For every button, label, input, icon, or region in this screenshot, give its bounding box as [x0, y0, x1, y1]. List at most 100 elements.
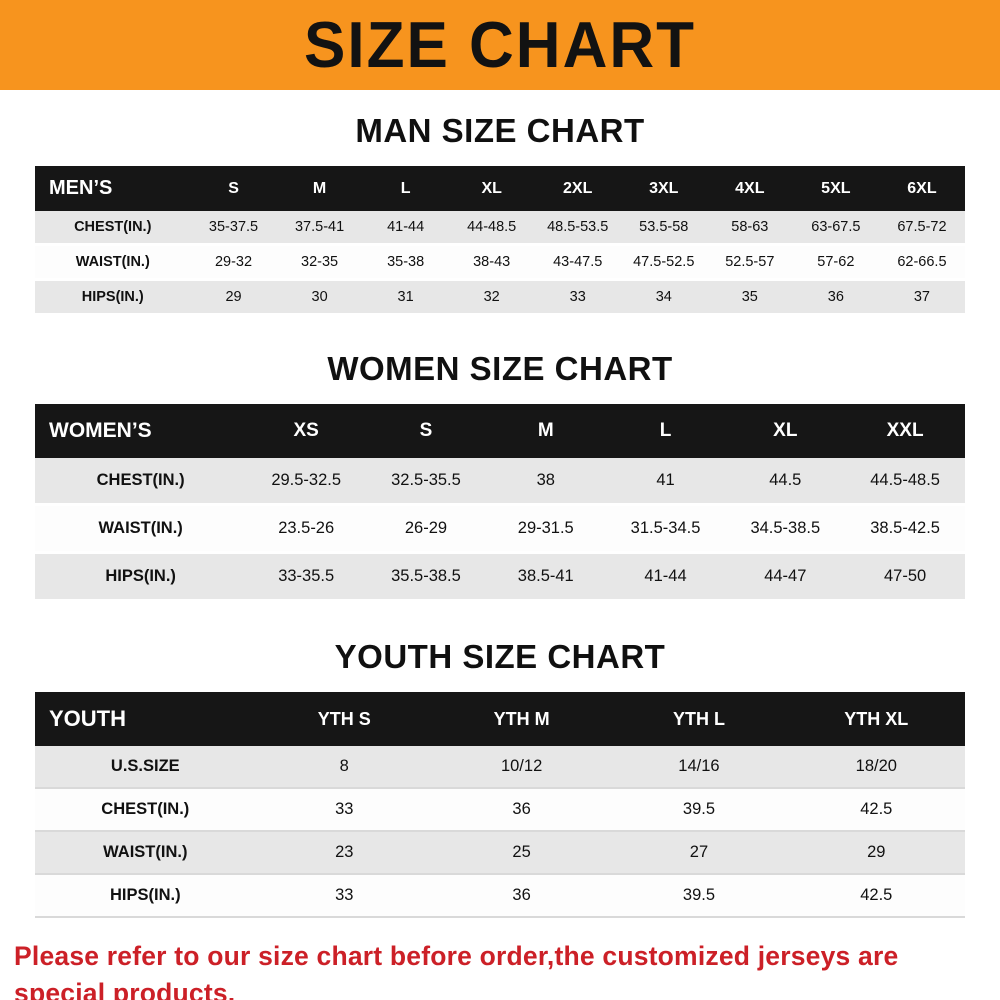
size-value-cell: 18/20: [855, 757, 897, 775]
row-label-cell: CHEST(IN.): [101, 800, 190, 818]
row-label-cell: CHEST(IN.): [74, 219, 152, 235]
men-section-heading: MAN SIZE CHART: [355, 112, 645, 149]
table-header-row: WOMEN’S XS S M L XL XXL: [35, 404, 965, 458]
size-value-cell: 38.5-41: [517, 567, 574, 585]
size-value-cell: 41: [656, 471, 675, 489]
size-value-cell: 32: [483, 289, 500, 305]
table-row: CHEST(IN.) 29.5-32.5 32.5-35.5 38 41 44.5 44.5…: [35, 458, 965, 505]
row-label-cell: HIPS(IN.): [81, 289, 144, 305]
table-header-row: YOUTH YTH S YTH M YTH L YTH XL: [35, 692, 965, 746]
table-row: WAIST(IN.) 23.5-26 26-29 29-31.5 31.5-34.5 34…: [35, 504, 965, 553]
size-column-header: XL: [725, 404, 846, 458]
size-value-cell: 25: [512, 843, 531, 861]
row-label-cell: WAIST(IN.): [98, 519, 183, 537]
table-title-cell: MEN’S: [35, 166, 191, 211]
youth-size-table: YOUTH YTH S YTH M YTH L YTH XL U.S.SIZE 8 10/12…: [35, 692, 965, 918]
size-value-cell: 44-47: [764, 567, 807, 585]
size-value-cell: 44.5-48.5: [870, 471, 940, 489]
table-row: HIPS(IN.) 33-35.5 35.5-38.5 38.5-41 41-44 44-…: [35, 552, 965, 601]
size-value-cell: 47.5-52.5: [633, 254, 695, 270]
size-value-cell: 33: [335, 886, 354, 904]
size-value-cell: 63-67.5: [811, 219, 861, 235]
size-value-cell: 43-47.5: [553, 254, 603, 270]
row-label-cell: U.S.SIZE: [110, 757, 180, 775]
size-value-cell: 29-31.5: [517, 519, 574, 537]
size-column-header: XXL: [845, 404, 965, 458]
row-label-cell: WAIST(IN.): [103, 843, 188, 861]
men-size-section: MAN SIZE CHART MEN’S S M L XL 2XL 3XL 4XL 5XL 6XL…: [0, 112, 1000, 316]
size-value-cell: 67.5-72: [897, 219, 947, 235]
size-value-cell: 44-48.5: [467, 219, 517, 235]
size-value-cell: 33: [335, 800, 354, 818]
size-column-header: XL: [448, 166, 535, 211]
table-title-cell: YOUTH: [35, 692, 256, 746]
size-value-cell: 29.5-32.5: [271, 471, 342, 489]
mens-size-table: MEN’S S M L XL 2XL 3XL 4XL 5XL 6XL CHEST(IN.) 35-37…: [35, 166, 965, 316]
size-value-cell: 48.5-53.5: [547, 219, 609, 235]
size-value-cell: 10/12: [500, 757, 543, 775]
size-column-header: M: [485, 404, 606, 458]
size-column-header: L: [605, 404, 726, 458]
size-value-cell: 36: [512, 886, 531, 904]
size-column-header: 3XL: [620, 166, 707, 211]
size-column-header: YTH XL: [787, 692, 965, 746]
size-value-cell: 29-32: [214, 254, 253, 270]
size-value-cell: 57-62: [817, 254, 855, 270]
size-value-cell: 53.5-58: [639, 219, 689, 235]
size-value-cell: 34.5-38.5: [750, 519, 821, 537]
row-label-cell: HIPS(IN.): [105, 567, 176, 585]
table-header-row: MEN’S S M L XL 2XL 3XL 4XL 5XL 6XL: [35, 166, 965, 211]
size-value-cell: 29: [225, 289, 242, 305]
size-value-cell: 41-44: [644, 567, 687, 585]
size-column-header: 4XL: [706, 166, 793, 211]
women-section-heading: WOMEN SIZE CHART: [327, 350, 673, 387]
table-row: CHEST(IN.) 33 36 39.5 42.5: [35, 788, 965, 831]
order-policy-note: Please refer to our size chart before or…: [14, 938, 986, 1000]
size-value-cell: 34: [655, 289, 672, 305]
size-value-cell: 47-50: [884, 567, 927, 585]
size-value-cell: 58-63: [731, 219, 769, 235]
size-value-cell: 39.5: [682, 886, 716, 904]
size-value-cell: 38-43: [473, 254, 511, 270]
women-size-section: WOMEN SIZE CHART WOMEN’S XS S M L XL XXL CHEST(…: [0, 350, 1000, 602]
size-value-cell: 29: [867, 843, 886, 861]
size-column-header: S: [366, 404, 486, 458]
youth-size-section: YOUTH SIZE CHART YOUTH YTH S YTH M YTH L YTH…: [0, 638, 1000, 918]
size-value-cell: 31: [397, 289, 414, 305]
size-value-cell: 32-35: [301, 254, 339, 270]
size-value-cell: 35.5-38.5: [391, 567, 461, 585]
size-value-cell: 62-66.5: [897, 254, 947, 270]
size-value-cell: 41-44: [387, 219, 425, 235]
table-row: WAIST(IN.) 29-32 32-35 35-38 38-43 43-47.5 47.…: [35, 244, 965, 280]
size-column-header: S: [190, 166, 277, 211]
size-column-header: 6XL: [878, 166, 965, 211]
page-title: SIZE CHART: [304, 8, 696, 82]
size-value-cell: 36: [827, 289, 844, 305]
size-value-cell: 33: [569, 289, 586, 305]
size-value-cell: 39.5: [682, 800, 716, 818]
table-row: HIPS(IN.) 33 36 39.5 42.5: [35, 874, 965, 917]
size-value-cell: 32.5-35.5: [391, 471, 461, 489]
size-column-header: YTH S: [255, 692, 433, 746]
order-policy-note-line1: Please refer to our size chart before or…: [14, 941, 899, 1000]
size-value-cell: 42.5: [860, 800, 893, 818]
size-value-cell: 14/16: [678, 757, 720, 775]
table-title-cell: WOMEN’S: [35, 404, 247, 458]
table-row: WAIST(IN.) 23 25 27 29: [35, 831, 965, 874]
size-column-header: XS: [246, 404, 367, 458]
size-value-cell: 36: [512, 800, 531, 818]
size-value-cell: 38: [536, 471, 555, 489]
table-row: U.S.SIZE 8 10/12 14/16 18/20: [35, 746, 965, 788]
size-value-cell: 31.5-34.5: [630, 519, 701, 537]
table-row: CHEST(IN.) 35-37.5 37.5-41 41-44 44-48.5 48.5…: [35, 211, 965, 245]
size-value-cell: 52.5-57: [725, 254, 775, 270]
size-column-header: YTH L: [610, 692, 788, 746]
size-column-header: YTH M: [432, 692, 611, 746]
row-label-cell: CHEST(IN.): [96, 471, 185, 489]
size-value-cell: 23.5-26: [278, 519, 335, 537]
womens-size-table: WOMEN’S XS S M L XL XXL CHEST(IN.) 29.5-32.5 32.5…: [35, 404, 965, 602]
row-label-cell: HIPS(IN.): [110, 886, 181, 904]
size-value-cell: 37.5-41: [294, 219, 345, 235]
size-column-header: 2XL: [534, 166, 621, 211]
size-column-header: M: [276, 166, 363, 211]
